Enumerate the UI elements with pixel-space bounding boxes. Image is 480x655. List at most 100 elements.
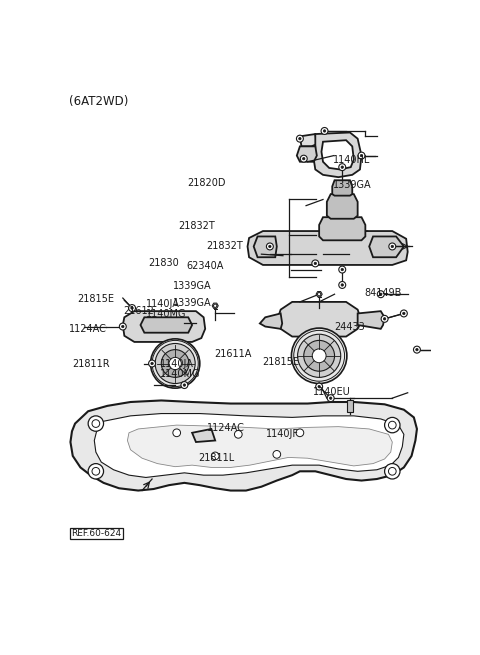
Polygon shape <box>369 236 404 257</box>
Circle shape <box>312 349 326 363</box>
Text: 1339GA: 1339GA <box>173 282 212 291</box>
Text: 21832T: 21832T <box>179 221 216 231</box>
Circle shape <box>151 362 153 365</box>
Circle shape <box>298 334 341 377</box>
Circle shape <box>358 152 365 159</box>
Polygon shape <box>192 429 215 442</box>
Polygon shape <box>300 134 317 146</box>
Text: 1140JA: 1140JA <box>145 299 180 309</box>
Polygon shape <box>358 311 384 329</box>
Circle shape <box>318 385 320 388</box>
Circle shape <box>388 468 396 475</box>
Polygon shape <box>316 291 322 297</box>
Text: 21612: 21612 <box>123 306 154 316</box>
Circle shape <box>151 339 200 388</box>
Polygon shape <box>322 140 354 170</box>
Circle shape <box>327 395 334 402</box>
Polygon shape <box>332 180 352 196</box>
Text: 21815E: 21815E <box>263 357 300 367</box>
Text: 21811L: 21811L <box>198 453 234 463</box>
Text: 1140JF: 1140JF <box>266 429 300 439</box>
Text: 1140HL: 1140HL <box>333 155 370 165</box>
Circle shape <box>413 346 420 353</box>
Text: 21811R: 21811R <box>72 358 110 369</box>
Circle shape <box>300 155 307 162</box>
Text: 21830: 21830 <box>148 257 179 268</box>
Text: 1140MG: 1140MG <box>160 369 201 379</box>
Polygon shape <box>277 302 361 337</box>
Circle shape <box>416 348 418 351</box>
Circle shape <box>297 135 303 142</box>
Circle shape <box>360 155 363 157</box>
Circle shape <box>339 164 346 170</box>
Text: REF.60-624: REF.60-624 <box>72 529 121 538</box>
Circle shape <box>149 360 156 367</box>
Circle shape <box>384 464 400 479</box>
Circle shape <box>304 341 335 371</box>
Circle shape <box>380 293 382 295</box>
Circle shape <box>266 243 273 250</box>
Polygon shape <box>212 303 218 309</box>
Polygon shape <box>260 314 282 329</box>
Circle shape <box>88 416 104 431</box>
Text: 1339GA: 1339GA <box>333 179 372 189</box>
Circle shape <box>120 323 126 330</box>
Circle shape <box>329 397 332 400</box>
Text: 21820D: 21820D <box>187 178 226 188</box>
Text: 1124AC: 1124AC <box>69 324 107 334</box>
Text: 1140EU: 1140EU <box>312 387 350 398</box>
Polygon shape <box>254 236 277 257</box>
Circle shape <box>341 269 344 271</box>
Circle shape <box>321 128 328 134</box>
Circle shape <box>129 305 135 312</box>
Circle shape <box>155 343 195 384</box>
Circle shape <box>377 291 384 297</box>
Text: 1339GA: 1339GA <box>173 298 212 308</box>
Circle shape <box>341 284 344 286</box>
Circle shape <box>88 464 104 479</box>
Text: 1140JA: 1140JA <box>160 358 194 369</box>
Polygon shape <box>314 132 361 177</box>
Circle shape <box>131 307 133 309</box>
Circle shape <box>234 430 242 438</box>
Circle shape <box>314 262 316 265</box>
Polygon shape <box>319 217 365 240</box>
Circle shape <box>173 429 180 437</box>
Circle shape <box>183 384 186 386</box>
Polygon shape <box>248 231 408 265</box>
Text: 21832T: 21832T <box>206 241 243 251</box>
Text: 21815E: 21815E <box>77 294 114 304</box>
Text: 84149B: 84149B <box>364 288 402 298</box>
Circle shape <box>92 420 100 428</box>
Circle shape <box>384 318 386 320</box>
Text: 24433: 24433 <box>335 322 365 331</box>
Text: 21611A: 21611A <box>215 350 252 360</box>
Circle shape <box>388 421 396 429</box>
Circle shape <box>211 452 219 460</box>
Circle shape <box>403 312 405 314</box>
Polygon shape <box>213 304 217 307</box>
Text: 62340A: 62340A <box>186 261 224 271</box>
Circle shape <box>291 328 347 384</box>
Circle shape <box>389 243 396 250</box>
Bar <box>347 400 353 412</box>
Circle shape <box>181 382 188 388</box>
Circle shape <box>341 166 344 168</box>
Polygon shape <box>94 413 404 477</box>
Circle shape <box>324 130 326 132</box>
Text: (6AT2WD): (6AT2WD) <box>69 95 129 107</box>
Circle shape <box>161 350 189 377</box>
Circle shape <box>302 157 305 160</box>
Polygon shape <box>123 311 205 342</box>
Circle shape <box>92 468 100 475</box>
Text: 1124AC: 1124AC <box>207 422 245 432</box>
Circle shape <box>312 260 319 267</box>
Polygon shape <box>317 293 321 296</box>
Circle shape <box>316 383 323 390</box>
Circle shape <box>169 358 181 369</box>
Text: 1140MG: 1140MG <box>145 309 186 319</box>
Circle shape <box>339 266 346 273</box>
Circle shape <box>296 429 304 437</box>
Circle shape <box>339 282 346 288</box>
Circle shape <box>273 451 281 458</box>
